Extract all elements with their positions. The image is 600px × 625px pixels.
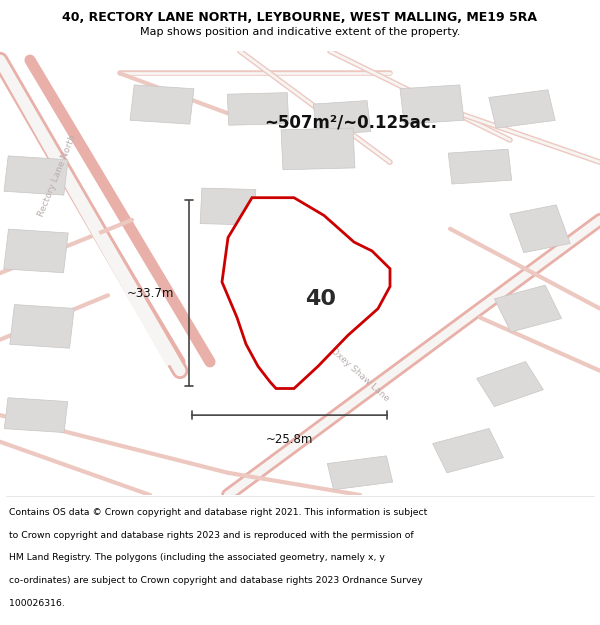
Bar bbox=[494, 285, 562, 332]
Bar bbox=[400, 85, 464, 124]
Text: to Crown copyright and database rights 2023 and is reproduced with the permissio: to Crown copyright and database rights 2… bbox=[9, 531, 413, 540]
Bar bbox=[281, 128, 355, 170]
Bar bbox=[328, 456, 392, 490]
Bar bbox=[489, 90, 555, 128]
Text: ~507m²/~0.125ac.: ~507m²/~0.125ac. bbox=[264, 113, 437, 131]
Bar bbox=[433, 429, 503, 472]
Bar bbox=[313, 101, 371, 135]
Text: Contains OS data © Crown copyright and database right 2021. This information is : Contains OS data © Crown copyright and d… bbox=[9, 508, 427, 517]
Bar bbox=[476, 361, 544, 407]
Bar bbox=[10, 304, 74, 348]
Bar bbox=[4, 156, 68, 195]
Bar bbox=[4, 229, 68, 272]
Text: 100026316.: 100026316. bbox=[9, 599, 65, 608]
Bar bbox=[227, 92, 289, 125]
Text: ~25.8m: ~25.8m bbox=[266, 433, 313, 446]
Bar bbox=[130, 85, 194, 124]
Text: Oxey Shaw Lane: Oxey Shaw Lane bbox=[329, 347, 391, 404]
Text: 40, RECTORY LANE NORTH, LEYBOURNE, WEST MALLING, ME19 5RA: 40, RECTORY LANE NORTH, LEYBOURNE, WEST … bbox=[62, 11, 538, 24]
Polygon shape bbox=[222, 198, 390, 389]
Text: 40: 40 bbox=[305, 289, 337, 309]
Bar bbox=[448, 149, 512, 184]
Text: Map shows position and indicative extent of the property.: Map shows position and indicative extent… bbox=[140, 27, 460, 37]
Text: co-ordinates) are subject to Crown copyright and database rights 2023 Ordnance S: co-ordinates) are subject to Crown copyr… bbox=[9, 576, 423, 585]
Text: Rectory Lane North: Rectory Lane North bbox=[37, 133, 77, 218]
Bar bbox=[4, 398, 68, 432]
Text: HM Land Registry. The polygons (including the associated geometry, namely x, y: HM Land Registry. The polygons (includin… bbox=[9, 554, 385, 562]
Bar bbox=[200, 188, 256, 225]
Bar bbox=[510, 205, 570, 252]
Text: ~33.7m: ~33.7m bbox=[127, 287, 174, 299]
